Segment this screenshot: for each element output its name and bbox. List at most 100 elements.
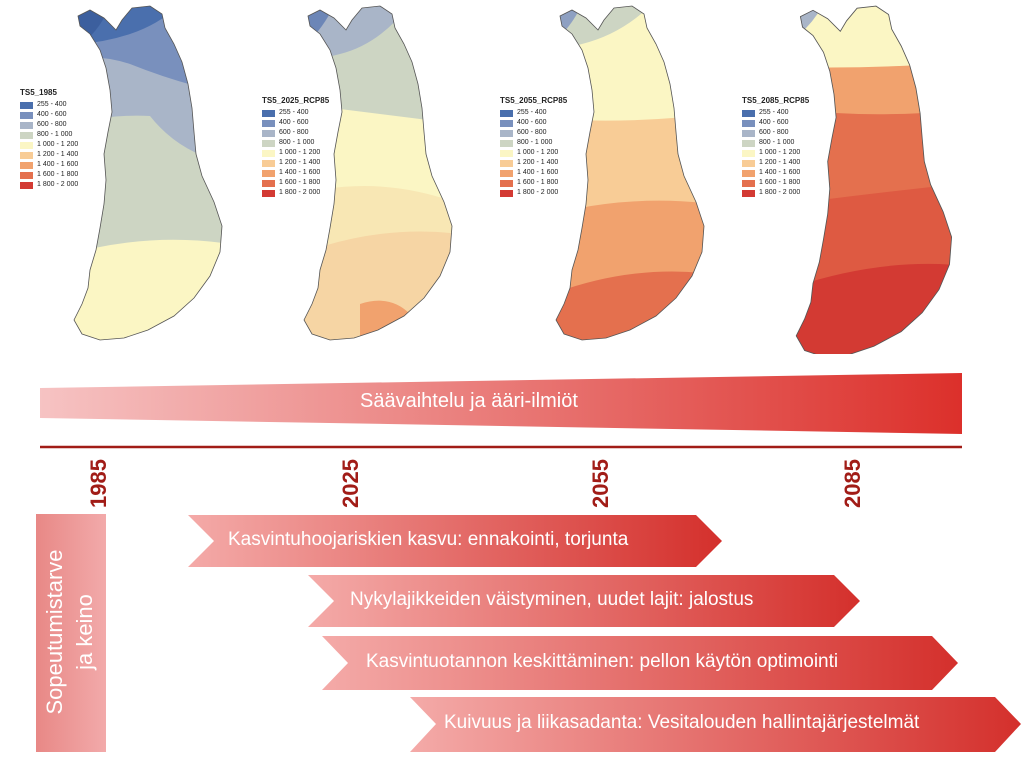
legend-title: TS5_1985 [20, 88, 57, 97]
year-2025: 2025 [338, 459, 363, 508]
legend-swatch [742, 189, 755, 197]
legend-label: 1 400 - 1 600 [759, 169, 801, 176]
legend-row: 1 000 - 1 200 [20, 140, 78, 150]
legend-swatch [20, 121, 33, 129]
legend-row: 1 400 - 1 600 [742, 168, 809, 178]
legend-swatch [742, 169, 755, 177]
legend-swatch [262, 149, 275, 157]
legend-swatch [262, 139, 275, 147]
legend-label: 1 400 - 1 600 [517, 169, 559, 176]
legend-label: 1 200 - 1 400 [759, 159, 801, 166]
finland-map-2085 [795, 5, 953, 354]
legend-label: 1 000 - 1 200 [279, 149, 321, 156]
legend-label: 1 400 - 1 600 [37, 161, 79, 168]
legend-swatch [262, 169, 275, 177]
legend-label: 1 400 - 1 600 [279, 169, 321, 176]
legend-row: 1 600 - 1 800 [500, 178, 567, 188]
legend-swatch [262, 119, 275, 127]
legend-rows: 255 - 400 400 - 600 600 - 800 800 - 1 000 1 … [500, 108, 567, 198]
legend-row: 600 - 800 [262, 128, 329, 138]
legend-row: 1 200 - 1 400 [20, 150, 78, 160]
legend-label: 1 000 - 1 200 [517, 149, 559, 156]
legend-label: 1 800 - 2 000 [517, 189, 559, 196]
legend-row: 1 000 - 1 200 [742, 148, 809, 158]
legend-label: 1 200 - 1 400 [37, 151, 79, 158]
legend-label: 400 - 600 [517, 119, 547, 126]
trend-arrow-label: Säävaihtelu ja ääri-ilmiöt [360, 390, 578, 412]
legend-swatch [262, 129, 275, 137]
adaptation-arrow-2-label: Nykylajikkeiden väistyminen, uudet lajit… [350, 589, 754, 610]
legend-label: 1 600 - 1 800 [279, 179, 321, 186]
legend-label: 255 - 400 [517, 109, 547, 116]
legend-row: 400 - 600 [500, 118, 567, 128]
legend-swatch [500, 109, 513, 117]
legend-swatch [262, 189, 275, 197]
legend-label: 600 - 800 [279, 129, 309, 136]
adaptation-arrow-1-label: Kasvintuhoojariskien kasvu: ennakointi, … [228, 529, 629, 550]
legend-row: 400 - 600 [20, 110, 78, 120]
legend-title: TS5_2025_RCP85 [262, 96, 330, 105]
legend-swatch [500, 129, 513, 137]
legend-label: 1 000 - 1 200 [37, 141, 79, 148]
trend-arrow [40, 373, 962, 449]
legend-label: 400 - 600 [37, 111, 67, 118]
legend-swatch [20, 101, 33, 109]
legend-row: 1 000 - 1 200 [262, 148, 329, 158]
legend-label: 255 - 400 [37, 101, 67, 108]
legend-2055: TS5_2055_RCP85 255 - 400 400 - 600 600 - 8… [500, 96, 567, 198]
legend-row: 1 800 - 2 000 [262, 188, 329, 198]
legend-row: 600 - 800 [500, 128, 567, 138]
legend-label: 800 - 1 000 [759, 139, 795, 146]
legend-swatch [20, 131, 33, 139]
legend-row: 1 600 - 1 800 [20, 170, 78, 180]
legend-label: 400 - 600 [759, 119, 789, 126]
legend-row: 800 - 1 000 [20, 130, 78, 140]
legend-swatch [742, 159, 755, 167]
legend-label: 1 800 - 2 000 [279, 189, 321, 196]
legend-row: 1 000 - 1 200 [500, 148, 567, 158]
legend-row: 1 800 - 2 000 [20, 180, 78, 190]
legend-swatch [742, 129, 755, 137]
legend-label: 600 - 800 [37, 121, 67, 128]
legend-row: 1 400 - 1 600 [262, 168, 329, 178]
adaptation-arrow-4: Kuivuus ja liikasadanta: Vesitalouden ha… [410, 697, 1021, 752]
legend-row: 1 400 - 1 600 [20, 160, 78, 170]
legend-2025: TS5_2025_RCP85 255 - 400 400 - 600 600 - 8… [262, 96, 329, 198]
finland-map-2055 [555, 5, 705, 341]
legend-1985: TS5_1985 255 - 400 400 - 600 600 - 800 800 … [20, 88, 78, 190]
legend-label: 800 - 1 000 [517, 139, 553, 146]
legend-swatch [742, 179, 755, 187]
adaptation-need-box [36, 514, 106, 752]
legend-label: 600 - 800 [517, 129, 547, 136]
legend-label: 1 600 - 1 800 [37, 171, 79, 178]
legend-swatch [500, 179, 513, 187]
legend-swatch [20, 141, 33, 149]
legend-swatch [742, 149, 755, 157]
legend-row: 1 600 - 1 800 [742, 178, 809, 188]
legend-swatch [500, 159, 513, 167]
legend-rows: 255 - 400 400 - 600 600 - 800 800 - 1 000 1 … [20, 100, 78, 190]
legend-row: 1 600 - 1 800 [262, 178, 329, 188]
legend-swatch [262, 159, 275, 167]
legend-label: 255 - 400 [279, 109, 309, 116]
legend-row: 255 - 400 [500, 108, 567, 118]
legend-row: 600 - 800 [20, 120, 78, 130]
legend-row: 255 - 400 [262, 108, 329, 118]
legend-row: 600 - 800 [742, 128, 809, 138]
legend-label: 600 - 800 [759, 129, 789, 136]
finland-map-1985 [73, 5, 223, 341]
legend-swatch [742, 139, 755, 147]
legend-rows: 255 - 400 400 - 600 600 - 800 800 - 1 000 1 … [742, 108, 809, 198]
year-1985: 1985 [86, 459, 111, 508]
legend-2085: TS5_2085_RCP85 255 - 400 400 - 600 600 - 8… [742, 96, 809, 198]
legend-label: 1 600 - 1 800 [517, 179, 559, 186]
legend-rows: 255 - 400 400 - 600 600 - 800 800 - 1 000 1 … [262, 108, 329, 198]
adaptation-arrow-3: Kasvintuotannon keskittäminen: pellon kä… [322, 636, 958, 690]
legend-label: 1 200 - 1 400 [517, 159, 559, 166]
legend-label: 1 600 - 1 800 [759, 179, 801, 186]
adaptation-need-label: Sopeutumistarve ja keino [40, 516, 100, 748]
legend-swatch [20, 151, 33, 159]
legend-label: 1 800 - 2 000 [37, 181, 79, 188]
legend-row: 255 - 400 [20, 100, 78, 110]
year-2085: 2085 [840, 459, 865, 508]
